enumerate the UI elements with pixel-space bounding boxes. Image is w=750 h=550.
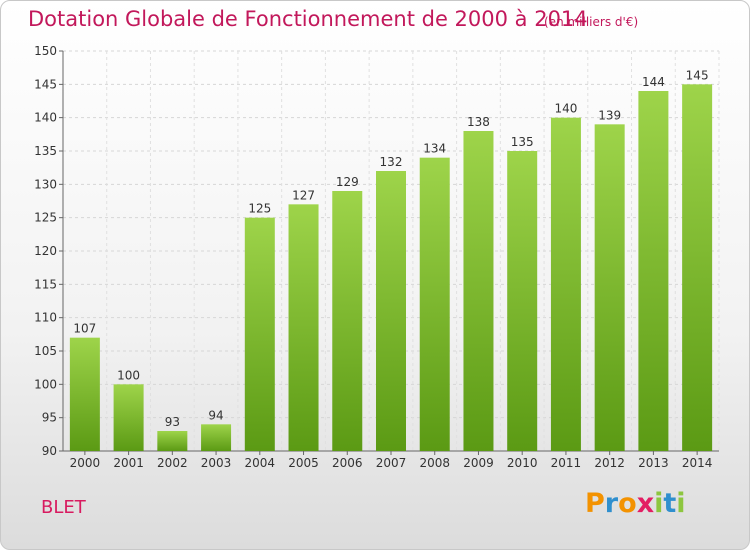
bar-2013 bbox=[638, 91, 669, 451]
bar-2009 bbox=[463, 131, 494, 451]
bar-2014 bbox=[682, 84, 713, 451]
value-label-2008: 134 bbox=[423, 142, 446, 156]
y-tick-label: 145 bbox=[34, 77, 57, 91]
y-tick-label: 125 bbox=[34, 211, 57, 225]
y-tick-label: 90 bbox=[42, 444, 57, 458]
x-tick-label-2006: 2006 bbox=[332, 456, 363, 470]
x-tick-label-2002: 2002 bbox=[157, 456, 188, 470]
bar-2006 bbox=[332, 191, 363, 451]
bar-2007 bbox=[376, 171, 406, 451]
x-tick-label-2004: 2004 bbox=[245, 456, 276, 470]
x-tick-label-2009: 2009 bbox=[463, 456, 494, 470]
value-label-2000: 107 bbox=[73, 322, 96, 336]
bar-2010 bbox=[507, 151, 538, 451]
x-tick-label-2005: 2005 bbox=[288, 456, 319, 470]
value-label-2014: 145 bbox=[686, 68, 709, 82]
bar-2003 bbox=[201, 424, 232, 451]
x-tick-label-2010: 2010 bbox=[507, 456, 538, 470]
bar-2005 bbox=[288, 204, 319, 451]
place-name: BLET bbox=[41, 497, 86, 518]
value-label-2012: 139 bbox=[598, 108, 621, 122]
proxiti-logo[interactable]: Proxiti bbox=[585, 488, 686, 524]
y-tick-label: 150 bbox=[34, 44, 57, 58]
y-tick-label: 95 bbox=[42, 411, 57, 425]
value-label-2005: 127 bbox=[292, 188, 315, 202]
y-tick-label: 140 bbox=[34, 111, 57, 125]
value-label-2011: 140 bbox=[554, 102, 577, 116]
logo-letter: i bbox=[676, 488, 686, 519]
bars bbox=[69, 84, 713, 452]
x-tick-label-2003: 2003 bbox=[201, 456, 232, 470]
value-label-2002: 93 bbox=[165, 415, 180, 429]
bar-2002 bbox=[157, 431, 188, 451]
logo-letter: i bbox=[654, 488, 664, 519]
y-tick-label: 100 bbox=[34, 377, 57, 391]
chart-title: Dotation Globale de Fonctionnement de 20… bbox=[28, 7, 588, 31]
value-label-2003: 94 bbox=[208, 408, 223, 422]
x-tick-label-2000: 2000 bbox=[70, 456, 101, 470]
y-tick-label: 115 bbox=[34, 277, 57, 291]
value-label-2001: 100 bbox=[117, 368, 140, 382]
x-tick-label-2011: 2011 bbox=[551, 456, 582, 470]
x-tick-label-2014: 2014 bbox=[682, 456, 713, 470]
value-label-2009: 138 bbox=[467, 115, 490, 129]
bar-2000 bbox=[69, 337, 100, 451]
value-label-2010: 135 bbox=[511, 135, 534, 149]
bar-2011 bbox=[550, 117, 581, 452]
bar-2008 bbox=[419, 157, 450, 451]
logo-letter: P bbox=[585, 488, 605, 519]
value-label-2004: 125 bbox=[248, 202, 271, 216]
x-tick-label-2013: 2013 bbox=[638, 456, 669, 470]
y-tick-label: 135 bbox=[34, 144, 57, 158]
chart-unit: (en milliers d'€) bbox=[544, 15, 639, 29]
logo-letter: x bbox=[636, 488, 655, 519]
x-tick-label-2008: 2008 bbox=[419, 456, 450, 470]
y-tick-label: 120 bbox=[34, 244, 57, 258]
bar-2001 bbox=[113, 384, 144, 451]
logo-letter: r bbox=[604, 488, 619, 519]
value-label-2006: 129 bbox=[336, 175, 359, 189]
y-tick-label: 110 bbox=[34, 311, 57, 325]
logo-letter: o bbox=[618, 488, 637, 519]
y-tick-label: 130 bbox=[34, 177, 57, 191]
x-tick-label-2001: 2001 bbox=[113, 456, 144, 470]
y-tick-label: 105 bbox=[34, 344, 57, 358]
value-label-2007: 132 bbox=[380, 155, 403, 169]
x-tick-label-2007: 2007 bbox=[376, 456, 407, 470]
logo-letter: t bbox=[663, 488, 677, 519]
bar-2004 bbox=[244, 217, 275, 451]
bar-2012 bbox=[594, 124, 625, 451]
value-labels: 107 100 93 94 125 127 129 132 134 138 135 140 139 144… bbox=[73, 68, 708, 429]
x-tick-label-2012: 2012 bbox=[594, 456, 625, 470]
value-label-2013: 144 bbox=[642, 75, 665, 89]
